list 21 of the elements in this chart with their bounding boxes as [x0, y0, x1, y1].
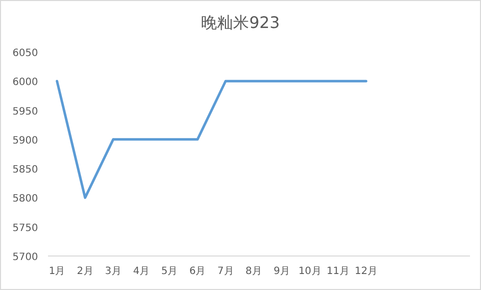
y-tick-label: 6000: [12, 77, 38, 88]
x-tick-label: 5月: [161, 266, 178, 277]
x-tick-label: 7月: [217, 266, 234, 277]
y-tick-label: 5850: [12, 164, 38, 176]
y-tick-label: 5750: [12, 222, 38, 234]
x-tick-label: 10月: [298, 266, 322, 277]
y-tick-label: 5800: [12, 194, 38, 205]
x-tick-label: 12月: [354, 266, 378, 277]
x-tick-label: 6月: [189, 266, 206, 277]
chart-title: 晚籼米923: [201, 13, 280, 32]
y-tick-label: 5950: [12, 106, 38, 118]
y-tick-label: 5900: [12, 135, 38, 146]
x-tick-label: 11月: [326, 266, 350, 277]
y-tick-label: 6050: [12, 48, 38, 59]
x-tick-label: 8月: [246, 266, 262, 277]
x-tick-label: 1月: [48, 266, 66, 277]
x-tick-label: 4月: [133, 266, 150, 277]
x-tick-label: 9月: [274, 266, 290, 277]
x-tick-label: 3月: [105, 266, 122, 277]
x-tick-label: 2月: [76, 266, 94, 277]
y-tick-label: 5700: [12, 252, 38, 263]
